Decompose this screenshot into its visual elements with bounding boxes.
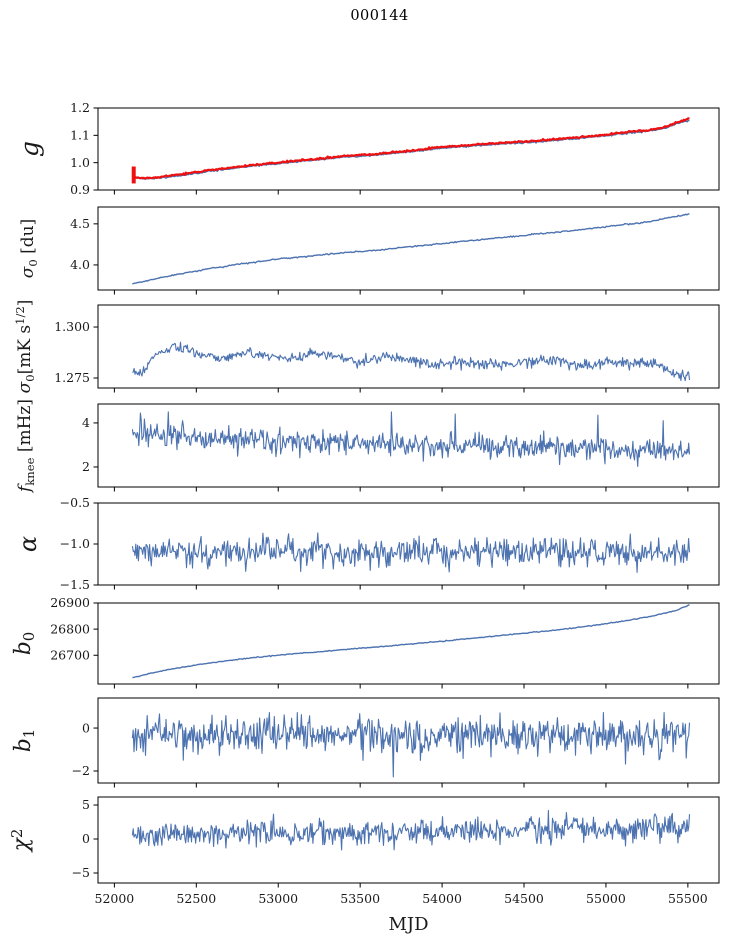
y-tick-label: 2 bbox=[82, 459, 90, 474]
y-axis-label-sigma0-mks: σ0​[mK s1/2​] bbox=[13, 300, 37, 394]
series-b1 bbox=[131, 712, 691, 778]
y-tick-label: −5 bbox=[72, 865, 90, 880]
series-sigma0-du bbox=[132, 213, 690, 285]
panel-alpha: −1.5 −1.0 −0.5 α bbox=[14, 495, 720, 592]
panel-b1: −2 0 b1​ bbox=[11, 697, 720, 788]
y-tick-label: 4.0 bbox=[70, 257, 90, 272]
y-axis-label-sigma0-du: σ0​ [du] bbox=[18, 219, 40, 278]
panel-fknee: 2 4 fknee​ [mHz] bbox=[15, 399, 720, 494]
y-label-fragment: 1 bbox=[20, 729, 38, 739]
x-tick-label: 53000 bbox=[258, 891, 298, 906]
y-axis-label-b1: b1​ bbox=[11, 729, 38, 753]
y-tick-label: 1.300 bbox=[54, 319, 90, 334]
y-label-fragment: 0 bbox=[23, 374, 37, 381]
y-label-fragment: ] bbox=[15, 300, 35, 307]
y-tick-label: 0 bbox=[82, 831, 90, 846]
y-axis-label-fknee: fknee​ [mHz] bbox=[15, 399, 37, 494]
y-label-fragment: knee bbox=[23, 457, 37, 485]
panel-sigma0-mks: 1.275 1.300 σ0​[mK s1/2​] bbox=[13, 300, 720, 394]
axes-frame bbox=[97, 403, 720, 488]
y-label-fragment: [mK s bbox=[15, 325, 35, 375]
series-chi2 bbox=[131, 809, 691, 851]
x-tick-label: 52000 bbox=[95, 891, 135, 906]
y-tick-label: −1.0 bbox=[60, 536, 90, 551]
y-label-fragment: [du] bbox=[18, 219, 38, 260]
axes-frame bbox=[97, 107, 720, 191]
y-label-fragment: χ bbox=[9, 836, 34, 853]
y-tick-label: −0.5 bbox=[60, 495, 90, 510]
panel-chi2: −5 0 5 χ2​ bbox=[8, 796, 720, 888]
y-label-fragment: 1/2 bbox=[13, 306, 27, 325]
y-tick-label: 0.9 bbox=[70, 182, 90, 197]
axes-frame bbox=[97, 697, 720, 784]
x-tick-label: 52500 bbox=[176, 891, 216, 906]
y-axis-label-alpha: α bbox=[14, 536, 42, 552]
y-axis-label-chi2: χ2​ bbox=[8, 829, 34, 854]
y-axis-label-g: g bbox=[15, 141, 44, 157]
panel-b0: 26700 26800 26900 b0​ bbox=[11, 595, 720, 689]
series-b0 bbox=[132, 604, 690, 679]
y-tick-label: 26800 bbox=[50, 621, 90, 636]
y-axis-label-b0: b0​ bbox=[11, 632, 38, 656]
y-tick-label: 0 bbox=[82, 720, 90, 735]
x-tick-label: 54500 bbox=[504, 891, 544, 906]
y-label-fragment: f bbox=[15, 483, 35, 494]
y-tick-label: 4.5 bbox=[70, 216, 90, 231]
y-label-fragment: 2 bbox=[8, 829, 26, 839]
y-tick-label: 26900 bbox=[50, 595, 90, 610]
y-tick-label: 4 bbox=[82, 415, 90, 430]
y-label-fragment: b bbox=[11, 738, 36, 752]
axes-frame bbox=[97, 796, 720, 884]
series-sigma0-mks bbox=[132, 341, 691, 382]
x-tick-label: 53500 bbox=[340, 891, 380, 906]
x-tick-label: 55500 bbox=[668, 891, 708, 906]
y-label-fragment: [mHz] bbox=[15, 399, 35, 458]
axes-frame bbox=[97, 206, 720, 291]
y-tick-label: 5 bbox=[82, 797, 90, 812]
x-axis-label: MJD bbox=[388, 914, 428, 935]
panel-g: 0.9 1.0 1.1 1.2 g bbox=[15, 100, 720, 197]
axes-frame bbox=[97, 602, 720, 685]
axes-frame bbox=[97, 304, 720, 389]
y-tick-label: −2 bbox=[72, 763, 90, 778]
x-tick-label: 55000 bbox=[586, 891, 626, 906]
panel-sigma0-du: 4.0 4.5 σ0​ [du] bbox=[18, 206, 720, 295]
y-label-fragment: 0 bbox=[20, 632, 38, 642]
series-fknee bbox=[131, 411, 691, 467]
y-tick-label: 26700 bbox=[50, 647, 90, 662]
axes-frame bbox=[97, 502, 720, 586]
y-tick-label: 1.275 bbox=[54, 370, 90, 385]
y-label-fragment: σ bbox=[15, 381, 35, 393]
y-tick-label: 1.2 bbox=[70, 100, 90, 115]
series-gain-measured bbox=[132, 117, 690, 180]
y-tick-label: −1.5 bbox=[60, 577, 90, 592]
y-tick-label: 1.0 bbox=[70, 155, 90, 170]
y-tick-label: 1.1 bbox=[70, 128, 90, 143]
y-label-fragment: g bbox=[15, 141, 44, 157]
y-label-fragment: σ bbox=[18, 266, 38, 278]
y-label-fragment: b bbox=[11, 641, 36, 655]
x-tick-label: 54000 bbox=[422, 891, 462, 906]
chart-title: 000144 bbox=[350, 8, 409, 24]
y-label-fragment: 0 bbox=[26, 259, 40, 266]
series-alpha bbox=[131, 532, 691, 573]
y-label-fragment: α bbox=[14, 536, 42, 552]
